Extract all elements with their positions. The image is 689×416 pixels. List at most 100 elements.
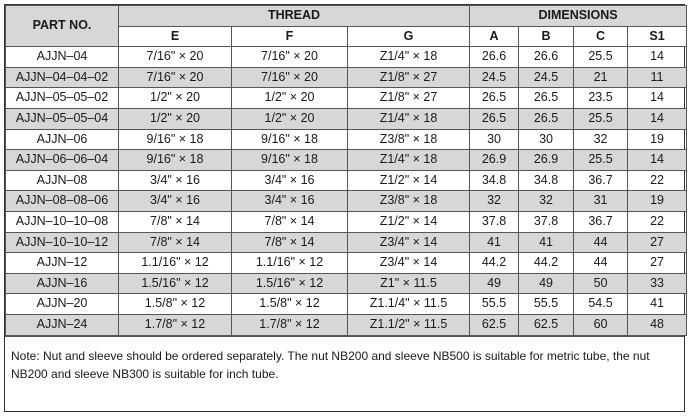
cell-dim-b: 26.5 — [518, 107, 575, 130]
cell-dim-a: 44.2 — [469, 252, 520, 274]
cell-dim-b: 34.8 — [518, 169, 575, 192]
cell-thread-e: 3/4" × 16 — [118, 169, 232, 192]
cell-dim-c: 31 — [573, 190, 629, 212]
cell-dim-a: 62.5 — [469, 313, 520, 336]
cell-thread-f: 9/16" × 18 — [231, 149, 348, 171]
cell-thread-f: 1.5/16" × 12 — [231, 272, 348, 295]
cell-dim-b: 37.8 — [518, 210, 575, 233]
cell-thread-g: Z1/8" × 27 — [346, 87, 471, 109]
cell-dim-b: 41 — [518, 231, 575, 254]
cell-thread-g: Z1/2" × 14 — [346, 210, 471, 233]
cell-dim-c: 25.5 — [573, 149, 629, 171]
cell-thread-f: 1/2" × 20 — [231, 107, 348, 130]
table-row: AJJN–04–04–02 7/16" × 20 7/16" × 20 Z1/8" ×… — [5, 66, 688, 89]
cell-dim-a: 32 — [469, 190, 520, 212]
cell-dim-s1: 27 — [627, 252, 688, 274]
header-dimensions: DIMENSIONS — [469, 5, 688, 27]
cell-dim-b: 44.2 — [518, 252, 575, 274]
cell-thread-e: 9/16" × 18 — [118, 149, 232, 171]
spec-sheet: PART NO. THREAD DIMENSIONS E F G A B C S… — [4, 4, 688, 412]
cell-dim-s1: 33 — [627, 272, 688, 295]
cell-dim-a: 26.6 — [469, 46, 520, 68]
header-col-s1: S1 — [627, 25, 688, 48]
cell-dim-a: 24.5 — [469, 66, 520, 89]
cell-thread-g: Z1/8" × 27 — [346, 66, 471, 89]
cell-thread-f: 7/16" × 20 — [231, 66, 348, 89]
cell-dim-c: 25.5 — [573, 107, 629, 130]
cell-dim-a: 26.5 — [469, 87, 520, 109]
cell-dim-c: 44 — [573, 252, 629, 274]
table-row: AJJN–06 9/16" × 18 9/16" × 18 Z3/8" × 18 30 3… — [5, 128, 688, 151]
cell-part-no: AJJN–04–04–02 — [5, 66, 119, 89]
table-row: AJJN–05–05–04 1/2" × 20 1/2" × 20 Z1/4" × 1… — [5, 107, 688, 130]
cell-part-no: AJJN–05–05–02 — [5, 87, 119, 109]
table-row: AJJN–05–05–02 1/2" × 20 1/2" × 20 Z1/8" × 2… — [5, 87, 688, 109]
cell-dim-a: 26.9 — [469, 149, 520, 171]
cell-thread-e: 7/8" × 14 — [118, 210, 232, 233]
table-row: AJJN–10–10–08 7/8" × 14 7/8" × 14 Z1/2" × 1… — [5, 210, 688, 233]
cell-part-no: AJJN–06 — [5, 128, 119, 151]
cell-dim-a: 37.8 — [469, 210, 520, 233]
cell-dim-s1: 14 — [627, 107, 688, 130]
header-col-f: F — [231, 25, 348, 48]
cell-dim-c: 44 — [573, 231, 629, 254]
cell-thread-f: 1.5/8" × 12 — [231, 293, 348, 315]
cell-thread-g: Z3/4" × 14 — [346, 231, 471, 254]
cell-thread-f: 7/16" × 20 — [231, 46, 348, 68]
cell-thread-g: Z1/4" × 18 — [346, 46, 471, 68]
cell-thread-e: 1.5/8" × 12 — [118, 293, 232, 315]
cell-dim-a: 41 — [469, 231, 520, 254]
cell-thread-e: 7/8" × 14 — [118, 231, 232, 254]
cell-dim-c: 36.7 — [573, 210, 629, 233]
table-row: AJJN–10–10–12 7/8" × 14 7/8" × 14 Z3/4" × 1… — [5, 231, 688, 254]
cell-thread-f: 3/4" × 16 — [231, 190, 348, 212]
cell-dim-b: 55.5 — [518, 293, 575, 315]
cell-thread-g: Z1/2" × 14 — [346, 169, 471, 192]
table-row: AJJN–08–08–06 3/4" × 16 3/4" × 16 Z3/8" × 1… — [5, 190, 688, 212]
cell-part-no: AJJN–06–06–04 — [5, 149, 119, 171]
cell-part-no: AJJN–04 — [5, 46, 119, 68]
cell-thread-g: Z1.1/2" × 11.5 — [346, 313, 471, 336]
footnote: Note: Nut and sleeve should be ordered s… — [11, 348, 650, 381]
cell-part-no: AJJN–24 — [5, 313, 119, 336]
cell-dim-b: 26.5 — [518, 87, 575, 109]
table-row: AJJN–12 1.1/16" × 12 1.1/16" × 12 Z3/4" × 1… — [5, 252, 688, 274]
cell-dim-a: 55.5 — [469, 293, 520, 315]
cell-dim-c: 32 — [573, 128, 629, 151]
cell-dim-b: 62.5 — [518, 313, 575, 336]
cell-part-no: AJJN–08 — [5, 169, 119, 192]
cell-thread-e: 7/16" × 20 — [118, 46, 232, 68]
cell-thread-g: Z1/4" × 18 — [346, 149, 471, 171]
cell-thread-e: 1.5/16" × 12 — [118, 272, 232, 295]
cell-dim-s1: 22 — [627, 210, 688, 233]
cell-part-no: AJJN–05–05–04 — [5, 107, 119, 130]
cell-thread-g: Z1.1/4" × 11.5 — [346, 293, 471, 315]
cell-dim-a: 30 — [469, 128, 520, 151]
cell-dim-a: 34.8 — [469, 169, 520, 192]
cell-dim-s1: 41 — [627, 293, 688, 315]
cell-dim-s1: 48 — [627, 313, 688, 336]
cell-part-no: AJJN–12 — [5, 252, 119, 274]
cell-dim-a: 49 — [469, 272, 520, 295]
cell-thread-f: 1.1/16" × 12 — [231, 252, 348, 274]
cell-thread-e: 1/2" × 20 — [118, 107, 232, 130]
cell-thread-f: 3/4" × 16 — [231, 169, 348, 192]
cell-dim-s1: 27 — [627, 231, 688, 254]
cell-thread-e: 7/16" × 20 — [118, 66, 232, 89]
table-row: AJJN–06–06–04 9/16" × 18 9/16" × 18 Z1/4" ×… — [5, 149, 688, 171]
cell-dim-a: 26.5 — [469, 107, 520, 130]
table-row: AJJN–20 1.5/8" × 12 1.5/8" × 12 Z1.1/4" × 1… — [5, 293, 688, 315]
cell-dim-s1: 14 — [627, 149, 688, 171]
cell-part-no: AJJN–10–10–12 — [5, 231, 119, 254]
cell-part-no: AJJN–08–08–06 — [5, 190, 119, 212]
header-col-b: B — [518, 25, 575, 48]
cell-dim-c: 60 — [573, 313, 629, 336]
cell-part-no: AJJN–20 — [5, 293, 119, 315]
cell-thread-f: 7/8" × 14 — [231, 231, 348, 254]
header-thread: THREAD — [117, 5, 471, 27]
spec-table: PART NO. THREAD DIMENSIONS E F G A B C S… — [5, 4, 688, 336]
cell-thread-e: 1/2" × 20 — [118, 87, 232, 109]
cell-dim-b: 32 — [518, 190, 575, 212]
cell-thread-e: 1.7/8" × 12 — [118, 313, 232, 336]
table-body: AJJN–04 7/16" × 20 7/16" × 20 Z1/4" × 18 26.… — [5, 46, 688, 336]
